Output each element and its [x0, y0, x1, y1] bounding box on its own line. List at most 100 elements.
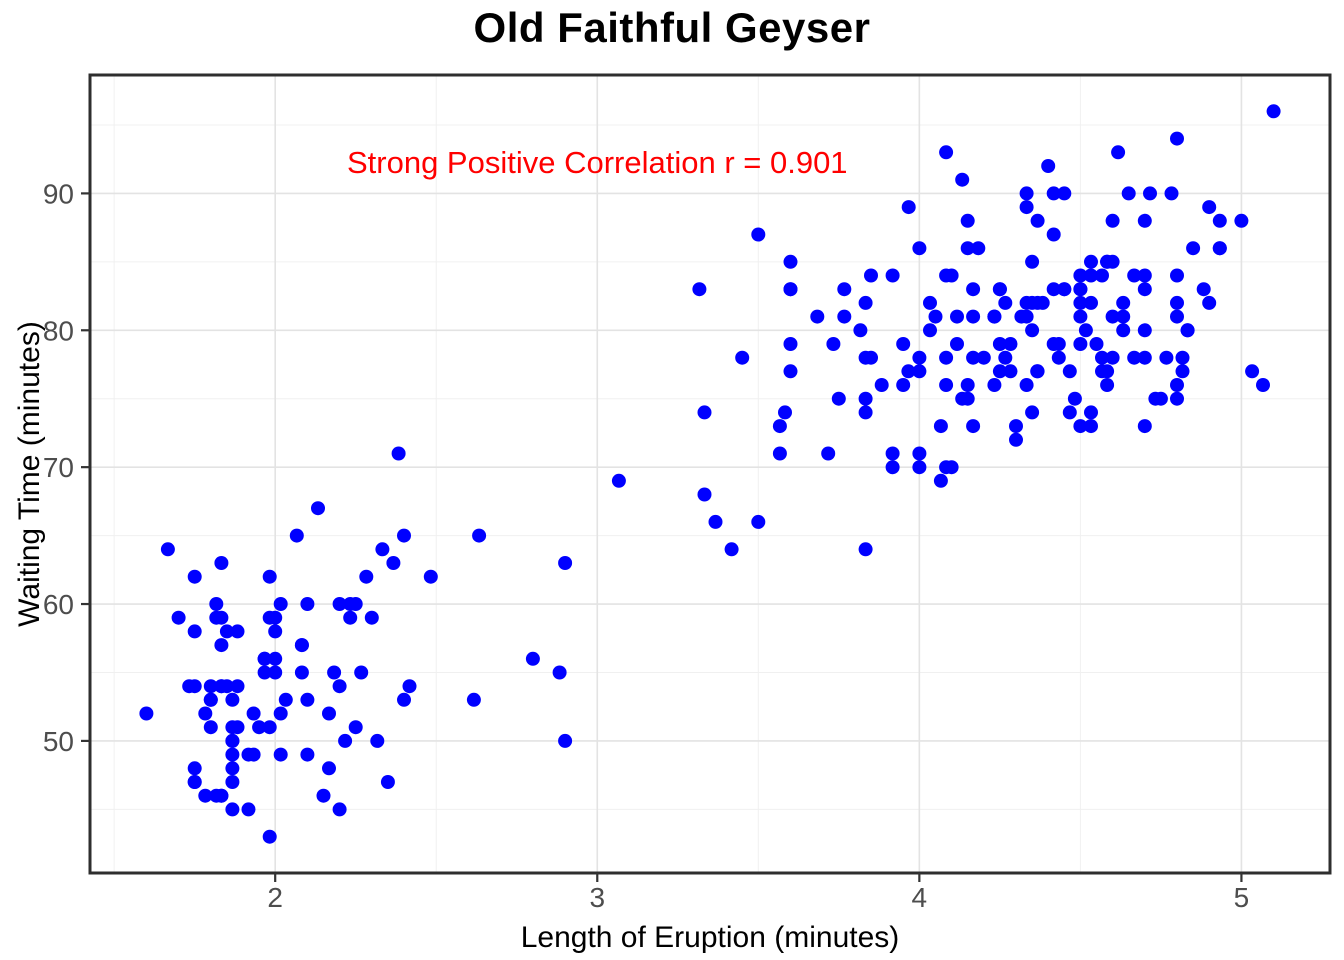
data-point: [966, 350, 981, 365]
data-point: [987, 309, 1002, 324]
data-point: [1009, 419, 1023, 434]
data-point: [214, 556, 229, 570]
data-point: [992, 282, 1007, 297]
data-point: [735, 350, 750, 365]
data-point: [1100, 364, 1115, 379]
correlation-annotation: Strong Positive Correlation r = 0.901: [346, 145, 848, 181]
data-point: [1019, 378, 1034, 392]
data-point: [225, 692, 240, 707]
data-point: [901, 364, 916, 379]
data-point: [1019, 200, 1034, 215]
data-point: [858, 542, 873, 557]
data-point: [1202, 200, 1217, 215]
data-point: [1202, 295, 1217, 310]
data-point: [992, 337, 1007, 351]
data-point: [837, 282, 852, 297]
data-point: [203, 679, 218, 694]
data-point: [558, 733, 573, 748]
data-point: [944, 268, 959, 283]
data-point: [1057, 186, 1072, 201]
data-point: [950, 337, 964, 351]
data-point: [268, 624, 283, 639]
data-point: [1009, 432, 1023, 447]
data-point: [1137, 419, 1152, 434]
data-point: [380, 775, 395, 789]
data-point: [1084, 254, 1098, 269]
data-point: [1078, 323, 1093, 338]
data-point: [1100, 254, 1115, 269]
data-point: [697, 487, 712, 502]
y-tick-label: 90: [43, 178, 74, 209]
data-point: [219, 624, 234, 639]
data-point: [1170, 309, 1184, 324]
data-point: [1084, 419, 1098, 434]
data-point: [1143, 186, 1157, 201]
data-point: [230, 679, 245, 694]
data-point: [939, 378, 954, 392]
data-point: [391, 446, 406, 461]
data-point: [1116, 295, 1131, 310]
data-point: [772, 446, 787, 461]
data-point: [960, 241, 975, 256]
data-point: [783, 364, 798, 379]
data-point: [278, 692, 293, 707]
data-point: [1234, 213, 1249, 228]
data-point: [1084, 295, 1098, 310]
x-tick-label: 5: [1234, 882, 1250, 913]
data-point: [1170, 391, 1184, 406]
data-point: [912, 350, 927, 365]
data-point: [225, 802, 240, 817]
data-point: [214, 638, 229, 653]
data-point: [611, 473, 626, 488]
data-point: [246, 747, 261, 762]
data-point: [885, 268, 900, 283]
data-point: [1212, 241, 1227, 256]
data-point: [397, 528, 411, 543]
data-point: [402, 679, 417, 694]
data-point: [896, 378, 911, 392]
data-point: [912, 241, 927, 256]
data-point: [209, 597, 224, 611]
data-point: [1137, 350, 1152, 365]
data-point: [1256, 378, 1270, 392]
data-point: [198, 706, 213, 721]
data-point: [751, 227, 766, 242]
y-tick-label: 70: [43, 452, 74, 483]
data-point: [1159, 350, 1174, 365]
data-point: [885, 460, 900, 475]
data-point: [960, 391, 975, 406]
data-point: [187, 761, 202, 776]
data-point: [1067, 391, 1082, 406]
data-point: [1196, 282, 1211, 297]
data-point: [708, 514, 723, 529]
data-point: [364, 610, 379, 625]
data-point: [262, 610, 277, 625]
data-point: [171, 610, 186, 625]
data-point: [332, 679, 347, 694]
data-point: [912, 460, 927, 475]
data-point: [998, 295, 1013, 310]
data-point: [1170, 295, 1184, 310]
data-point: [1095, 350, 1109, 365]
data-point: [1046, 227, 1061, 242]
data-point: [923, 323, 937, 338]
data-point: [1170, 268, 1184, 283]
data-point: [322, 706, 336, 721]
data-point: [332, 802, 347, 817]
data-point: [1137, 213, 1152, 228]
data-point: [525, 651, 540, 666]
data-point: [187, 775, 202, 789]
data-point: [257, 651, 272, 666]
data-point: [311, 501, 325, 516]
data-point: [300, 597, 315, 611]
data-point: [273, 597, 288, 611]
data-point: [219, 679, 234, 694]
data-point: [858, 350, 873, 365]
data-point: [268, 665, 283, 680]
x-axis-title: Length of Eruption (minutes): [520, 921, 900, 954]
data-point: [294, 638, 309, 653]
y-tick-label: 80: [43, 315, 74, 346]
data-point: [1073, 309, 1088, 324]
data-point: [1266, 104, 1281, 119]
